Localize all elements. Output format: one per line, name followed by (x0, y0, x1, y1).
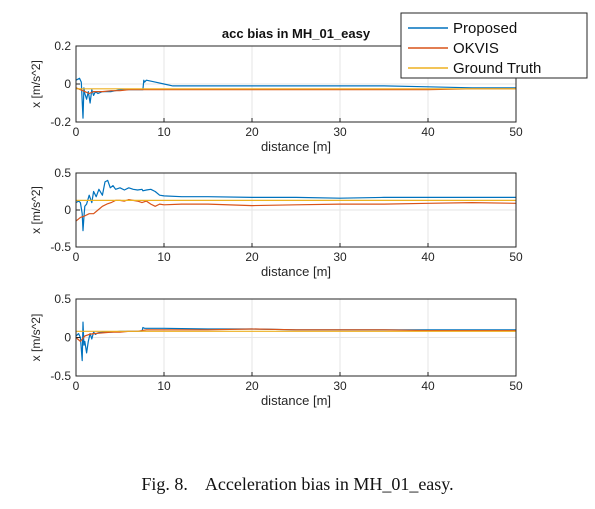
series-line-okvis (75, 199, 517, 222)
x-tick-label: 0 (73, 250, 80, 264)
y-tick-label: 0 (64, 203, 71, 217)
x-tick-label: 20 (245, 125, 259, 139)
x-tick-label: 40 (421, 379, 435, 393)
x-tick-label: 10 (157, 379, 171, 393)
x-tick-label: 30 (333, 250, 347, 264)
y-tick-label: 0 (64, 331, 71, 345)
x-tick-label: 40 (421, 250, 435, 264)
x-tick-label: 20 (245, 379, 259, 393)
y-tick-label: 0.2 (54, 39, 71, 53)
y-tick-label: -0.2 (50, 115, 71, 129)
x-tick-label: 30 (333, 379, 347, 393)
x-tick-label: 50 (509, 379, 523, 393)
x-axis-label: distance [m] (261, 264, 331, 279)
x-tick-label: 40 (421, 125, 435, 139)
legend: Proposed OKVIS Ground Truth (400, 12, 588, 79)
y-axis-label: x [m/s^2] (29, 60, 43, 108)
x-tick-label: 10 (157, 125, 171, 139)
legend-label-okvis: OKVIS (453, 40, 499, 57)
legend-box (400, 12, 588, 79)
y-tick-label: -0.5 (50, 369, 71, 383)
y-tick-label: 0 (64, 77, 71, 91)
y-axis-label: x [m/s^2] (29, 314, 43, 362)
x-tick-label: 30 (333, 125, 347, 139)
x-tick-label: 0 (73, 125, 80, 139)
figure-caption: Fig. 8. Acceleration bias in MH_01_easy. (141, 474, 454, 494)
x-tick-label: 10 (157, 250, 171, 264)
chart-title: acc bias in MH_01_easy (222, 26, 371, 41)
y-axis-label: x [m/s^2] (29, 186, 43, 234)
legend-label-ground-truth: Ground Truth (453, 60, 541, 77)
series-line-okvis (75, 328, 516, 342)
y-tick-label: 0.5 (54, 292, 71, 306)
x-tick-label: 50 (509, 125, 523, 139)
y-tick-label: 0.5 (54, 166, 71, 180)
series-line-proposed (75, 179, 516, 232)
x-tick-label: 0 (73, 379, 80, 393)
y-tick-label: -0.5 (50, 240, 71, 254)
legend-label-proposed: Proposed (453, 20, 517, 37)
x-tick-label: 50 (509, 250, 523, 264)
series-line-okvis (75, 87, 516, 95)
x-axis-label: distance [m] (261, 139, 331, 154)
x-tick-label: 20 (245, 250, 259, 264)
x-axis-label: distance [m] (261, 393, 331, 408)
